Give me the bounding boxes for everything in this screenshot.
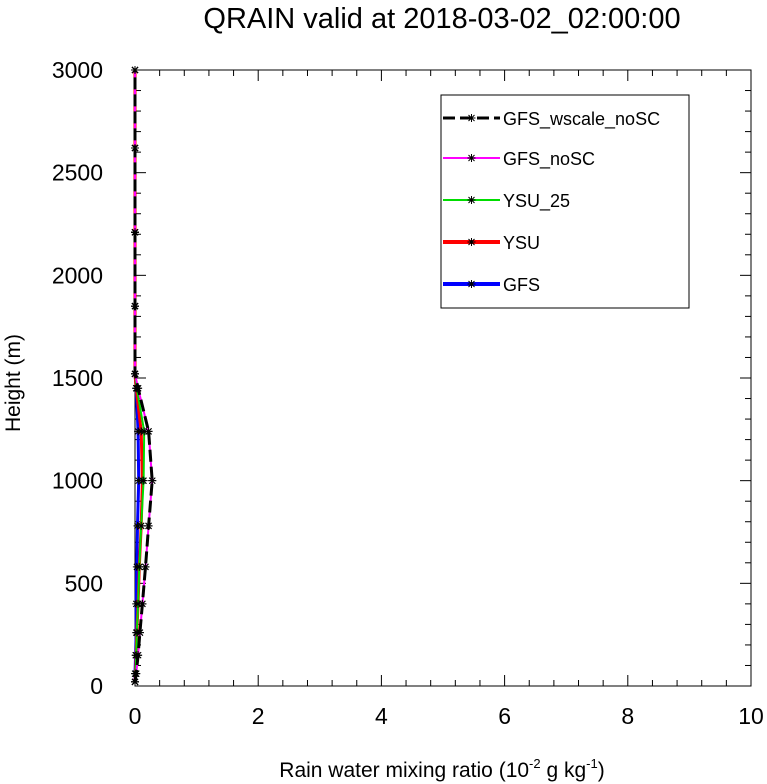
- legend-marker: [467, 238, 476, 246]
- legend-box: [440, 94, 690, 309]
- series-GFS_wscale_noSC: [131, 66, 157, 686]
- x-axis-label-exponent-1: -2: [529, 756, 541, 771]
- x-axis-label-exponent-2: -1: [586, 756, 598, 771]
- data-point: [148, 476, 157, 485]
- y-tick-labels: 0 500 1000 1500 2000 2500 3000: [52, 57, 103, 699]
- data-point: [138, 599, 147, 608]
- data-point: [134, 384, 143, 393]
- data-point: [144, 427, 153, 436]
- legend-label: GFS: [503, 275, 540, 295]
- y-axis-label: Height (m): [2, 334, 25, 432]
- y-tick-label: 2000: [52, 262, 103, 288]
- legend-label: GFS_wscale_noSC: [503, 109, 660, 130]
- data-point: [137, 521, 146, 530]
- legend-label: YSU_25: [503, 191, 570, 212]
- legend-entries: GFS_wscale_noSC GFS_noSC YSU_25 YSU GFS: [443, 109, 660, 295]
- series-layer: [131, 66, 157, 686]
- plot-area: [131, 66, 752, 687]
- legend-entry-YSU: YSU: [443, 233, 540, 253]
- x-tick-labels: 0 2 4 6 8 10: [129, 703, 764, 729]
- y-tick-label: 500: [65, 570, 103, 596]
- x-axis-label: Rain water mixing ratio (10-2 g kg-1): [279, 756, 604, 782]
- major-ticks: [134, 69, 752, 687]
- y-tick-label: 0: [90, 673, 103, 699]
- legend-marker: [467, 114, 476, 122]
- chart-title: QRAIN valid at 2018-03-02_02:00:00: [203, 3, 680, 35]
- data-point: [144, 521, 153, 530]
- data-point: [132, 669, 141, 678]
- data-point: [134, 651, 143, 660]
- y-tick-label: 1500: [52, 365, 103, 391]
- data-point: [135, 628, 144, 637]
- legend-entry-GFS_noSC: GFS_noSC: [443, 149, 595, 170]
- data-point: [131, 302, 139, 311]
- legend: GFS_wscale_noSC GFS_noSC YSU_25 YSU GFS: [440, 94, 690, 309]
- data-point: [131, 66, 139, 74]
- legend-entry-GFS: GFS: [443, 275, 540, 295]
- data-point: [141, 562, 150, 571]
- y-tick-label: 2500: [52, 160, 103, 186]
- data-point: [131, 144, 139, 153]
- data-point: [139, 476, 148, 485]
- legend-marker: [467, 196, 476, 204]
- x-tick-label: 10: [738, 703, 764, 729]
- legend-entry-YSU_25: YSU_25: [443, 191, 570, 212]
- legend-entry-GFS_wscale_noSC: GFS_wscale_noSC: [443, 109, 660, 130]
- data-point: [140, 427, 149, 436]
- y-tick-label: 3000: [52, 57, 103, 83]
- data-point: [131, 228, 139, 237]
- series-line-GFS_wscale_noSC: [133, 70, 154, 683]
- data-point: [135, 562, 144, 571]
- legend-marker: [467, 280, 476, 288]
- x-tick-label: 8: [621, 703, 634, 729]
- x-tick-label: 2: [252, 703, 265, 729]
- x-tick-label: 4: [375, 703, 388, 729]
- y-tick-label: 1000: [52, 468, 103, 494]
- data-point: [131, 369, 139, 378]
- legend-label: GFS_noSC: [503, 149, 595, 170]
- x-tick-label: 0: [129, 703, 142, 729]
- legend-marker: [467, 154, 476, 162]
- data-point: [131, 677, 139, 686]
- legend-label: YSU: [503, 233, 540, 253]
- data-point: [134, 599, 143, 608]
- x-tick-label: 6: [498, 703, 511, 729]
